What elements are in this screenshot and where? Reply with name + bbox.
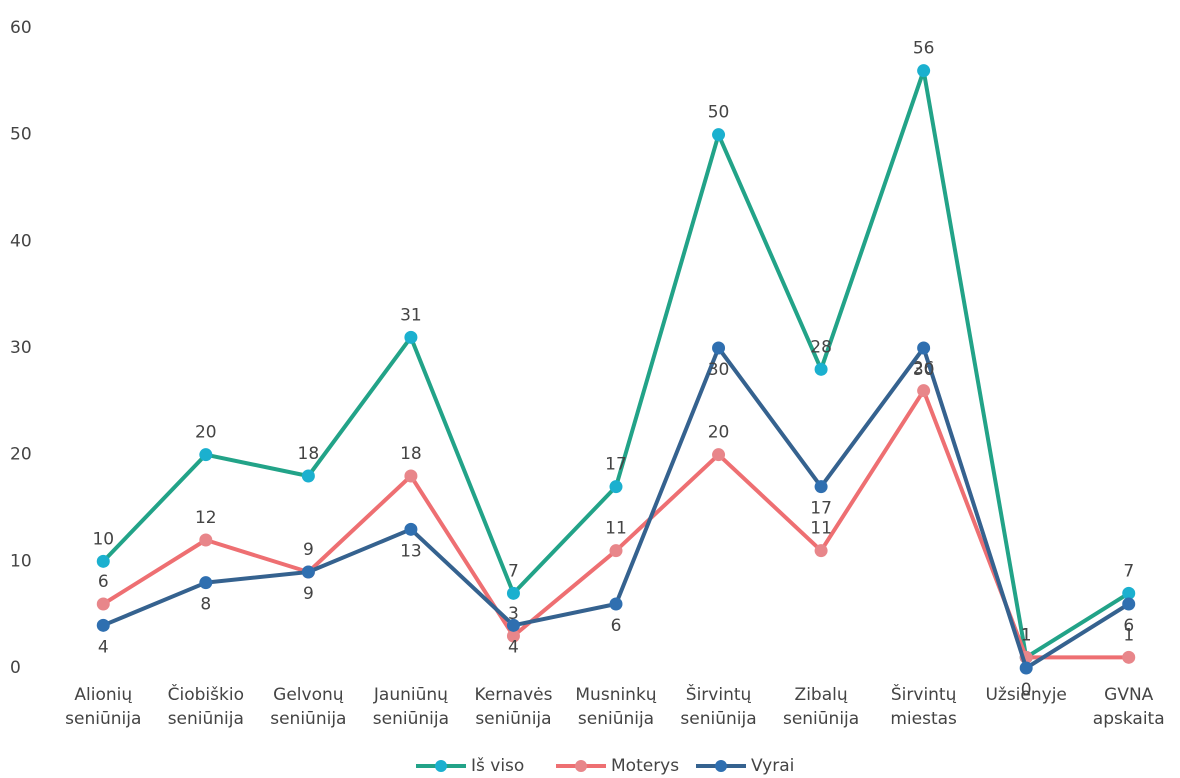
x-tick-label: seniūnija — [578, 709, 654, 729]
data-label: 28 — [810, 337, 832, 357]
data-label: 30 — [913, 360, 935, 380]
data-label: 8 — [200, 595, 211, 615]
data-label: 6 — [98, 572, 109, 592]
marker — [814, 362, 828, 376]
data-label: 30 — [708, 360, 730, 380]
y-tick-label: 20 — [10, 445, 32, 465]
marker — [301, 565, 315, 579]
x-tick-label: seniūnija — [373, 709, 449, 729]
y-tick-label: 40 — [10, 231, 32, 251]
y-tick-label: 50 — [10, 125, 32, 145]
x-tick-label: seniūnija — [783, 709, 859, 729]
marker — [506, 618, 520, 632]
data-label: 3 — [508, 604, 519, 624]
y-tick-label: 30 — [10, 338, 32, 358]
data-label: 31 — [400, 305, 422, 325]
y-tick-label: 60 — [10, 18, 32, 38]
x-tick-label: Kernavės — [474, 685, 552, 705]
marker — [917, 64, 931, 78]
marker — [609, 480, 623, 494]
data-label: 6 — [1123, 616, 1134, 636]
marker — [712, 341, 726, 355]
series-line — [101, 68, 1130, 660]
marker — [917, 384, 931, 398]
data-label: 4 — [98, 637, 109, 657]
x-tick-label: Gelvonų — [273, 685, 344, 705]
data-label: 9 — [303, 540, 314, 560]
x-tick-label: Širvintų — [891, 683, 957, 705]
legend-marker — [575, 760, 587, 772]
marker — [199, 448, 213, 462]
data-label: 9 — [303, 584, 314, 604]
x-tick-label: Jauniūnų — [373, 685, 448, 705]
x-tick-label: seniūnija — [475, 709, 551, 729]
marker — [917, 341, 931, 355]
x-tick-label: apskaita — [1093, 709, 1165, 729]
data-label: 6 — [611, 616, 622, 636]
data-label: 0 — [1021, 680, 1032, 700]
marker — [712, 448, 726, 462]
marker — [404, 469, 418, 483]
x-tick-label: Alionių — [74, 685, 132, 705]
marker — [404, 330, 418, 344]
x-tick-label: seniūnija — [168, 709, 244, 729]
x-tick-label: miestas — [890, 709, 957, 729]
legend-label: Moterys — [611, 756, 679, 776]
marker — [404, 522, 418, 536]
data-label: 17 — [605, 455, 627, 475]
data-label: 7 — [508, 561, 519, 581]
marker — [1122, 597, 1136, 611]
x-tick-label: seniūnija — [65, 709, 141, 729]
marker — [506, 586, 520, 600]
data-label: 18 — [298, 444, 320, 464]
marker — [96, 618, 110, 632]
y-tick-label: 10 — [10, 551, 32, 571]
x-tick-label: Musninkų — [575, 685, 656, 705]
data-label: 13 — [400, 541, 422, 561]
data-label: 7 — [1123, 561, 1134, 581]
data-label: 10 — [92, 529, 114, 549]
data-label: 1 — [1021, 625, 1032, 645]
marker — [609, 544, 623, 558]
x-tick-label: GVNA — [1104, 685, 1154, 705]
data-label: 20 — [195, 423, 217, 443]
marker — [96, 554, 110, 568]
data-label: 17 — [810, 499, 832, 519]
marker — [301, 469, 315, 483]
legend-label: Vyrai — [751, 756, 794, 776]
y-tick-label: 0 — [10, 658, 21, 678]
marker — [1122, 586, 1136, 600]
marker — [712, 128, 726, 142]
legend-marker — [715, 760, 727, 772]
legend-marker — [435, 760, 447, 772]
data-label: 50 — [708, 103, 730, 123]
marker — [814, 480, 828, 494]
data-label: 4 — [508, 637, 519, 657]
marker — [96, 597, 110, 611]
x-tick-label: Užsienyje — [985, 685, 1066, 705]
marker — [1019, 661, 1033, 675]
data-label: 1 — [1123, 625, 1134, 645]
data-label: 11 — [605, 519, 627, 539]
marker — [814, 544, 828, 558]
x-tick-label: seniūnija — [680, 709, 756, 729]
data-label: 12 — [195, 508, 217, 528]
marker — [199, 576, 213, 590]
data-label: 18 — [400, 444, 422, 464]
marker — [1122, 650, 1136, 664]
x-tick-label: Zibalų — [795, 685, 848, 705]
data-label: 11 — [810, 519, 832, 539]
marker — [199, 533, 213, 547]
marker — [609, 597, 623, 611]
legend-label: Iš viso — [471, 756, 524, 776]
data-label: 20 — [708, 423, 730, 443]
marker — [506, 629, 520, 643]
x-tick-label: Čiobiškio — [168, 683, 244, 705]
data-label: 1 — [1021, 625, 1032, 645]
x-tick-label: Širvintų — [686, 683, 752, 705]
x-tick-label: seniūnija — [270, 709, 346, 729]
data-label: 56 — [913, 39, 935, 59]
